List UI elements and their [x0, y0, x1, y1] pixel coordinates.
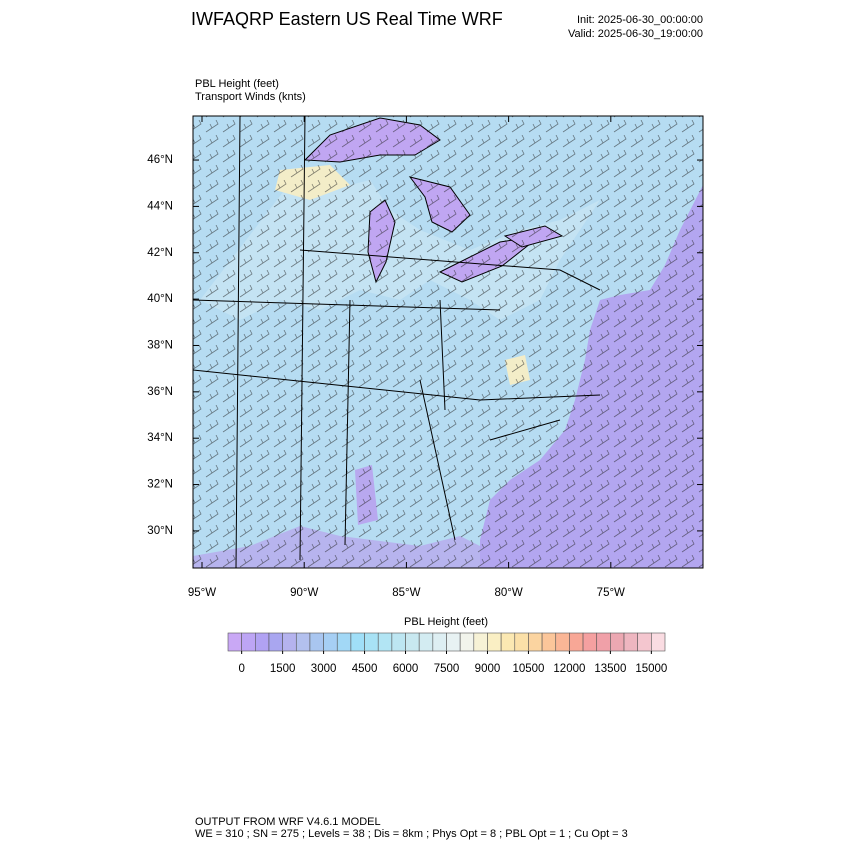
colorbar-label: 15000 — [635, 663, 667, 675]
init-time: Init: 2025-06-30_00:00:00 — [577, 14, 703, 26]
colorbar-label: 4500 — [352, 663, 378, 675]
field-label: Transport Winds (knts) — [195, 91, 306, 103]
valid-time: Valid: 2025-06-30_19:00:00 — [568, 28, 703, 40]
colorbar-box — [582, 632, 598, 652]
y-tick-label: 40°N — [147, 293, 173, 305]
colorbar-box — [473, 632, 488, 652]
colorbar-box — [541, 632, 557, 652]
state-borders — [193, 116, 601, 568]
colorbar-box — [610, 632, 625, 652]
map — [193, 116, 703, 568]
y-tick-label: 34°N — [147, 432, 173, 444]
colorbar-box — [282, 632, 297, 652]
x-tick-label: 95°W — [188, 587, 216, 599]
field-label: PBL Height (feet) — [195, 78, 279, 90]
colorbar-title: PBL Height (feet) — [404, 616, 488, 628]
colorbar-box — [500, 632, 516, 652]
colorbar-box — [418, 632, 434, 652]
colorbar-box — [487, 632, 502, 652]
colorbar: 0 1500 3000 4500 6000 7500 9000 10500 12000 13500… — [227, 632, 667, 675]
colorbar-box — [432, 632, 447, 652]
colorbar-box — [405, 632, 420, 652]
y-tick-label: 30°N — [147, 525, 173, 537]
colorbar-box — [569, 632, 584, 652]
title: IWFAQRP Eastern US Real Time WRF — [191, 9, 503, 29]
colorbar-box — [350, 632, 365, 652]
colorbar-box — [651, 632, 666, 652]
colorbar-label: 10500 — [512, 663, 544, 675]
colorbar-box — [528, 632, 543, 652]
colorbar-box — [323, 632, 338, 652]
colorbar-box — [255, 632, 270, 652]
colorbar-box — [268, 632, 283, 652]
x-tick-label: 85°W — [392, 587, 420, 599]
colorbar-box — [623, 632, 638, 652]
x-tick-label: 75°W — [597, 587, 625, 599]
y-tick-label: 36°N — [147, 386, 173, 398]
colorbar-label: 6000 — [393, 663, 419, 675]
y-tick-label: 46°N — [147, 154, 173, 166]
colorbar-box — [391, 632, 406, 652]
y-tick-label: 44°N — [147, 200, 173, 212]
colorbar-box — [227, 632, 242, 652]
footer: WE = 310 ; SN = 275 ; Levels = 38 ; Dis … — [195, 828, 628, 840]
colorbar-label: 12000 — [553, 663, 585, 675]
colorbar-box — [637, 632, 652, 652]
colorbar-box — [514, 632, 529, 652]
colorbar-box — [364, 632, 379, 652]
colorbar-label: 7500 — [434, 663, 460, 675]
wind-barbs — [193, 116, 703, 568]
y-tick-label: 38°N — [147, 340, 173, 352]
colorbar-box — [555, 632, 570, 652]
colorbar-box — [295, 632, 311, 652]
colorbar-box — [241, 632, 256, 652]
y-tick-label: 32°N — [147, 479, 173, 491]
colorbar-label: 0 — [238, 663, 244, 675]
colorbar-box — [596, 632, 611, 652]
colorbar-box — [377, 632, 393, 652]
colorbar-label: 13500 — [594, 663, 626, 675]
x-tick-label: 80°W — [494, 587, 522, 599]
map-frame — [192, 115, 704, 569]
colorbar-box — [336, 632, 352, 652]
colorbar-label: 9000 — [475, 663, 501, 675]
colorbar-label: 3000 — [311, 663, 337, 675]
footer: OUTPUT FROM WRF V4.6.1 MODEL — [195, 816, 381, 828]
y-tick-label: 42°N — [147, 247, 173, 259]
x-tick-label: 90°W — [290, 587, 318, 599]
colorbar-label: 1500 — [270, 663, 296, 675]
colorbar-box — [309, 632, 324, 652]
colorbar-box — [446, 632, 461, 652]
colorbar-box — [459, 632, 475, 652]
